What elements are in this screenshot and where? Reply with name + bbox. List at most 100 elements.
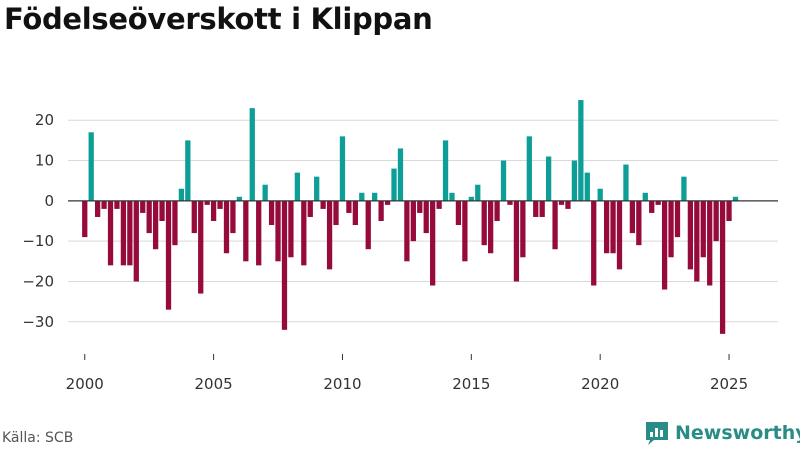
bar-negative (217, 200, 223, 209)
bar-negative (507, 200, 513, 205)
bar-negative (520, 200, 526, 258)
bar-chart-speech-bubble-icon (646, 422, 668, 445)
bar-negative (668, 200, 674, 258)
bar-positive (468, 196, 474, 201)
bar-negative (352, 200, 358, 226)
bar-negative (436, 200, 442, 209)
bar-negative (140, 200, 146, 213)
bar-positive (449, 192, 455, 201)
bar-negative (726, 200, 732, 221)
bar-negative (649, 200, 655, 213)
bar-negative (133, 200, 139, 282)
bar-positive (339, 136, 346, 201)
bar-negative (326, 200, 333, 270)
bar-negative (410, 200, 416, 242)
brand-name: Newsworthy (675, 422, 800, 444)
bar-positive (500, 160, 507, 201)
bar-positive (314, 176, 320, 201)
bar-positive (597, 188, 603, 201)
bar-negative (120, 200, 127, 266)
source-label: Källa: SCB (2, 430, 74, 446)
bar-negative (481, 200, 487, 246)
bar-positive (732, 196, 739, 201)
chart-title: Födelseöverskott i Klippan (4, 2, 433, 36)
bar-negative (346, 200, 352, 213)
bar-negative (320, 200, 326, 209)
bar-negative (707, 200, 713, 286)
bar-positive (397, 148, 404, 201)
bar-negative (687, 200, 694, 270)
bar-negative (462, 200, 468, 262)
y-tick-label: −10 (22, 232, 54, 250)
bar-negative (700, 200, 706, 258)
bar-negative (288, 200, 294, 258)
bar-negative (552, 200, 558, 250)
bar-negative (404, 200, 410, 262)
bar-positive (526, 136, 532, 201)
bar-negative (610, 200, 616, 254)
bar-negative (378, 200, 384, 221)
bar-positive (545, 156, 552, 201)
bar-negative (210, 200, 217, 221)
y-tick-label: 20 (35, 111, 54, 129)
bar-positive (249, 108, 255, 201)
bar-positive (571, 160, 578, 201)
bar-negative (281, 200, 288, 330)
bar-negative (674, 200, 681, 238)
bar-negative (533, 200, 539, 217)
bar-positive (578, 100, 584, 201)
bar-negative (417, 200, 423, 213)
bar-positive (372, 192, 378, 201)
bar-positive (294, 172, 300, 201)
bar-negative (172, 200, 178, 246)
bar-negative (603, 200, 610, 254)
bar-negative (384, 200, 391, 205)
bar-negative (558, 200, 565, 205)
x-tick-label: 2015 (452, 375, 490, 393)
x-tick-label: 2010 (323, 375, 361, 393)
bar-positive (88, 132, 94, 201)
bar-negative (719, 200, 726, 334)
bar-negative (423, 200, 429, 234)
bar-negative (307, 200, 313, 217)
bar-negative (101, 200, 107, 209)
bar-negative (191, 200, 197, 234)
bar-negative (455, 200, 462, 226)
x-tick-label: 2025 (710, 375, 748, 393)
bar-positive (236, 196, 243, 201)
bar-negative (275, 200, 281, 262)
bar-negative (146, 200, 152, 234)
bar-negative (494, 200, 500, 221)
bar-positive (442, 140, 449, 201)
bar-negative (107, 200, 114, 266)
y-tick-label: 0 (44, 192, 54, 210)
bar-negative (591, 200, 597, 286)
bar-negative (114, 200, 120, 209)
bar-negative (223, 200, 230, 254)
bar-negative (127, 200, 133, 266)
bar-negative (694, 200, 700, 282)
y-tick-label: 10 (35, 152, 54, 170)
bar-negative (488, 200, 494, 254)
bar-positive (185, 140, 191, 201)
bar-positive (178, 188, 185, 201)
bar-positive (475, 184, 481, 201)
bar-negative (165, 200, 172, 310)
bar-negative (82, 200, 88, 238)
bar-positive (584, 172, 590, 201)
bar-positive (681, 176, 687, 201)
bar-negative (655, 200, 661, 205)
bar-negative (430, 200, 436, 286)
bars (82, 100, 739, 334)
bar-negative (243, 200, 249, 262)
y-tick-label: −20 (22, 272, 54, 290)
bar-negative (616, 200, 623, 270)
bar-negative (159, 200, 165, 221)
bar-negative (333, 200, 339, 226)
bar-negative (204, 200, 210, 205)
brand-logo[interactable]: Newsworthy (644, 420, 800, 446)
bar-negative (539, 200, 545, 217)
bar-negative (661, 200, 668, 290)
bar-negative (230, 200, 236, 234)
y-axis: −30 −20 −10 0 10 20 (22, 111, 54, 331)
